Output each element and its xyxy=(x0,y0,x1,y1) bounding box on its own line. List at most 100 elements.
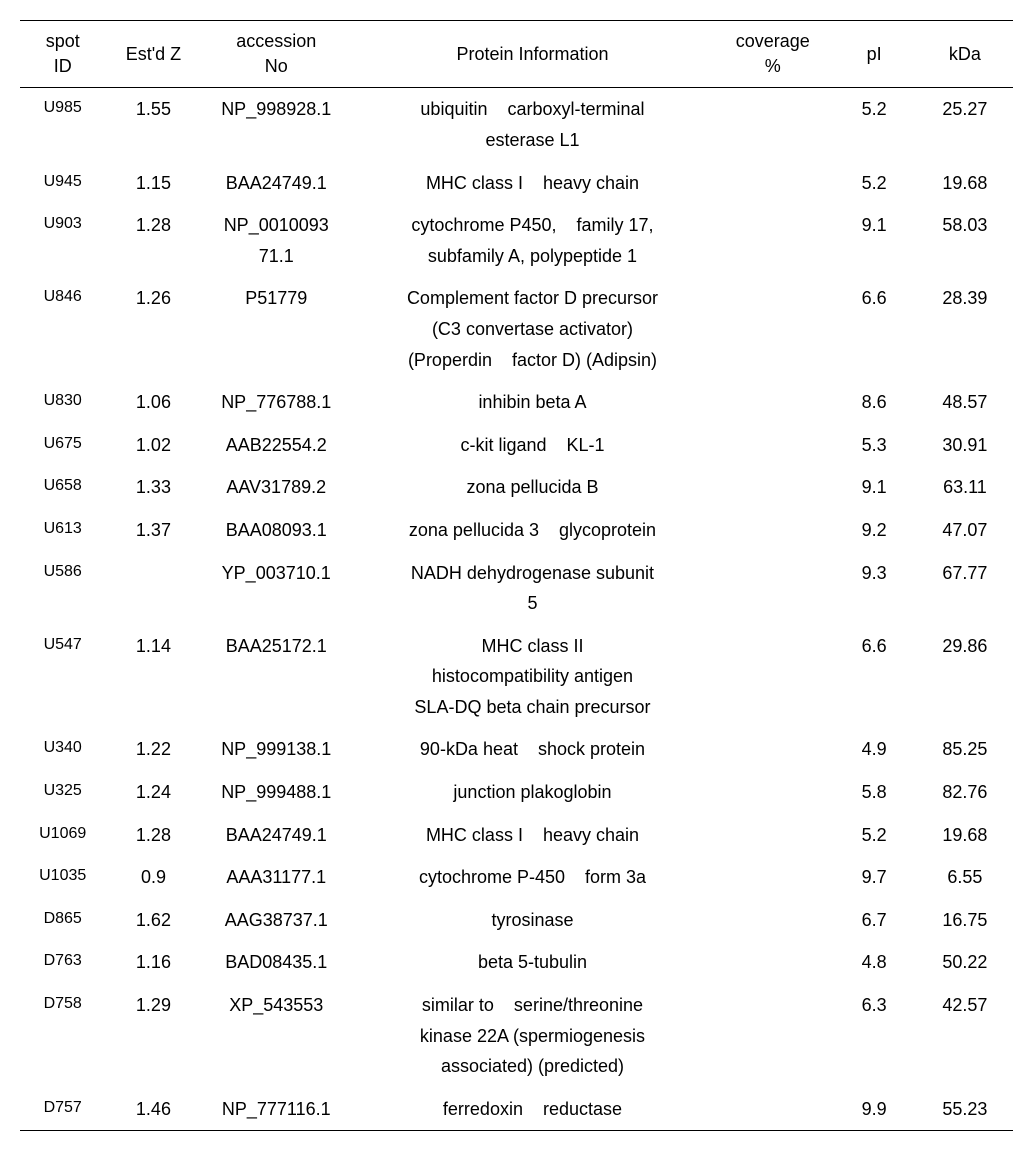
cell-accession: BAA25172.1 xyxy=(202,625,351,729)
cell-protein: MHC class I heavy chain xyxy=(351,814,714,857)
cell-kda: 28.39 xyxy=(917,277,1013,381)
cell-pi: 5.3 xyxy=(831,424,916,467)
cell-pi: 9.3 xyxy=(831,552,916,625)
cell-protein: inhibin beta A xyxy=(351,381,714,424)
table-row: D7571.46NP_777116.1ferredoxin reductase 9… xyxy=(20,1088,1013,1131)
cell-kda: 82.76 xyxy=(917,771,1013,814)
cell-kda: 63.11 xyxy=(917,466,1013,509)
cell-coverage xyxy=(714,466,831,509)
cell-protein: cytochrome P-450 form 3a xyxy=(351,856,714,899)
cell-accession: AAG38737.1 xyxy=(202,899,351,942)
cell-coverage xyxy=(714,728,831,771)
cell-protein: beta 5-tubulin xyxy=(351,941,714,984)
cell-spot-id: U658 xyxy=(20,466,105,509)
cell-pi: 9.7 xyxy=(831,856,916,899)
cell-estd-z: 1.33 xyxy=(105,466,201,509)
cell-pi: 9.1 xyxy=(831,204,916,277)
cell-spot-id: U675 xyxy=(20,424,105,467)
cell-pi: 6.6 xyxy=(831,625,916,729)
header-coverage: coverage% xyxy=(714,21,831,88)
table-row: U586YP_003710.1NADH dehydrogenase subuni… xyxy=(20,552,1013,625)
table-header: spotID Est'd Z accessionNo Protein Infor… xyxy=(20,21,1013,88)
cell-pi: 9.1 xyxy=(831,466,916,509)
table-row: U5471.14BAA25172.1MHC class IIhistocompa… xyxy=(20,625,1013,729)
cell-accession: AAB22554.2 xyxy=(202,424,351,467)
cell-spot-id: U613 xyxy=(20,509,105,552)
cell-estd-z: 1.26 xyxy=(105,277,201,381)
cell-kda: 19.68 xyxy=(917,814,1013,857)
cell-kda: 30.91 xyxy=(917,424,1013,467)
cell-protein: Complement factor D precursor(C3 convert… xyxy=(351,277,714,381)
cell-estd-z: 1.55 xyxy=(105,88,201,162)
cell-pi: 5.8 xyxy=(831,771,916,814)
table-row: D7631.16BAD08435.1beta 5-tubulin4.850.22 xyxy=(20,941,1013,984)
table-row: U8301.06NP_776788.1inhibin beta A8.648.5… xyxy=(20,381,1013,424)
cell-kda: 50.22 xyxy=(917,941,1013,984)
cell-pi: 6.3 xyxy=(831,984,916,1088)
cell-accession: NP_999138.1 xyxy=(202,728,351,771)
table-row: U3251.24NP_999488.1junction plakoglobin5… xyxy=(20,771,1013,814)
cell-coverage xyxy=(714,277,831,381)
cell-accession: NP_998928.1 xyxy=(202,88,351,162)
table-row: U9451.15BAA24749.1MHC class I heavy chai… xyxy=(20,162,1013,205)
cell-coverage xyxy=(714,204,831,277)
cell-pi: 9.9 xyxy=(831,1088,916,1131)
cell-estd-z: 1.62 xyxy=(105,899,201,942)
cell-protein: c-kit ligand KL-1 xyxy=(351,424,714,467)
cell-accession: NP_001009371.1 xyxy=(202,204,351,277)
cell-spot-id: U903 xyxy=(20,204,105,277)
cell-coverage xyxy=(714,381,831,424)
cell-coverage xyxy=(714,984,831,1088)
cell-protein: 90-kDa heat shock protein xyxy=(351,728,714,771)
cell-protein: similar to serine/threoninekinase 22A (s… xyxy=(351,984,714,1088)
cell-pi: 8.6 xyxy=(831,381,916,424)
header-estd-z: Est'd Z xyxy=(105,21,201,88)
cell-protein: zona pellucida B xyxy=(351,466,714,509)
cell-protein: MHC class I heavy chain xyxy=(351,162,714,205)
cell-spot-id: U985 xyxy=(20,88,105,162)
protein-data-table: spotID Est'd Z accessionNo Protein Infor… xyxy=(20,20,1013,1131)
table-row: U6131.37BAA08093.1zona pellucida 3 glyco… xyxy=(20,509,1013,552)
cell-kda: 47.07 xyxy=(917,509,1013,552)
cell-estd-z: 0.9 xyxy=(105,856,201,899)
cell-spot-id: U945 xyxy=(20,162,105,205)
cell-kda: 48.57 xyxy=(917,381,1013,424)
cell-estd-z: 1.28 xyxy=(105,204,201,277)
table-row: U9031.28NP_001009371.1cytochrome P450, f… xyxy=(20,204,1013,277)
cell-spot-id: D763 xyxy=(20,941,105,984)
cell-estd-z: 1.15 xyxy=(105,162,201,205)
cell-kda: 16.75 xyxy=(917,899,1013,942)
cell-accession: BAD08435.1 xyxy=(202,941,351,984)
table-row: U6581.33AAV31789.2zona pellucida B 9.163.… xyxy=(20,466,1013,509)
cell-spot-id: U586 xyxy=(20,552,105,625)
cell-spot-id: U846 xyxy=(20,277,105,381)
cell-spot-id: D757 xyxy=(20,1088,105,1131)
cell-accession: BAA24749.1 xyxy=(202,814,351,857)
header-pi: pI xyxy=(831,21,916,88)
cell-spot-id: U1069 xyxy=(20,814,105,857)
cell-accession: NP_999488.1 xyxy=(202,771,351,814)
cell-kda: 58.03 xyxy=(917,204,1013,277)
table-row: U3401.22NP_999138.190-kDa heat shock pro… xyxy=(20,728,1013,771)
cell-accession: AAV31789.2 xyxy=(202,466,351,509)
table-row: U10691.28BAA24749.1MHC class I heavy cha… xyxy=(20,814,1013,857)
cell-protein: ferredoxin reductase xyxy=(351,1088,714,1131)
cell-spot-id: D865 xyxy=(20,899,105,942)
cell-estd-z: 1.06 xyxy=(105,381,201,424)
cell-kda: 85.25 xyxy=(917,728,1013,771)
cell-kda: 25.27 xyxy=(917,88,1013,162)
cell-protein: tyrosinase xyxy=(351,899,714,942)
cell-pi: 6.6 xyxy=(831,277,916,381)
cell-accession: AAA31177.1 xyxy=(202,856,351,899)
cell-protein: NADH dehydrogenase subunit5 xyxy=(351,552,714,625)
cell-accession: NP_777116.1 xyxy=(202,1088,351,1131)
cell-estd-z: 1.37 xyxy=(105,509,201,552)
table-row: U10350.9AAA31177.1cytochrome P-450 form … xyxy=(20,856,1013,899)
cell-pi: 6.7 xyxy=(831,899,916,942)
cell-estd-z: 1.46 xyxy=(105,1088,201,1131)
cell-coverage xyxy=(714,162,831,205)
cell-protein: ubiquitin carboxyl-terminalesterase L1 xyxy=(351,88,714,162)
cell-protein: zona pellucida 3 glycoprotein xyxy=(351,509,714,552)
header-spot-id: spotID xyxy=(20,21,105,88)
cell-protein: junction plakoglobin xyxy=(351,771,714,814)
